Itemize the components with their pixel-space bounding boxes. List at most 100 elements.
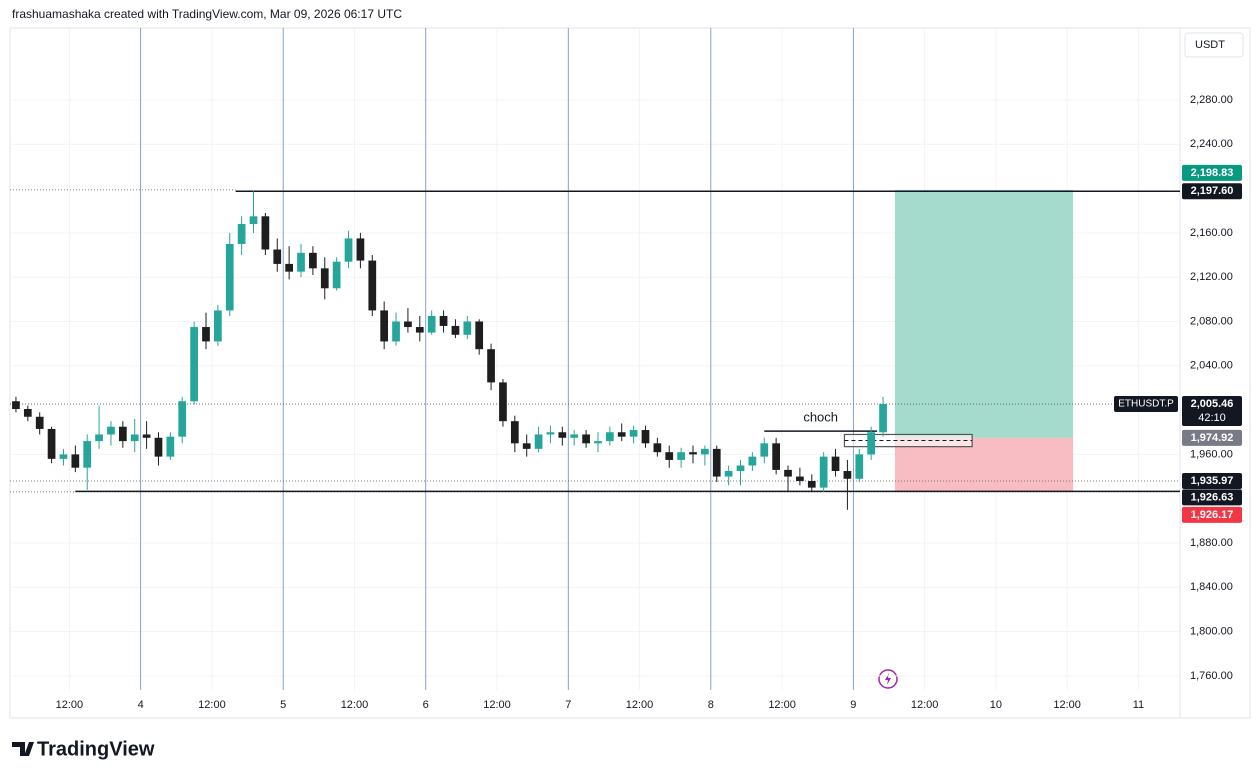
candle-body [510,421,519,444]
candle-body [142,434,151,438]
y-tick-label: 2,240.00 [1190,138,1233,150]
x-tick-label: 5 [280,699,286,711]
last-price-bg [1182,396,1242,427]
candle-body [867,432,876,455]
candle-body [427,315,436,333]
candle-body [689,452,697,455]
y-tick-label: 2,160.00 [1190,227,1233,239]
candle-body [23,408,32,417]
candle-body [748,456,757,466]
symbol-bg [1114,396,1178,413]
x-tick-label: 12:00 [56,699,84,711]
candle-body [47,428,56,459]
candle-body [879,404,887,433]
x-tick-label: 12:00 [483,699,511,711]
candle-body [653,443,662,453]
candle-body [392,321,400,342]
entry-tag: 1,974.92 [1191,432,1234,444]
candle-body [534,434,543,449]
candle-body [214,310,222,342]
target-tag-bg [1182,164,1242,181]
lightning-icon [878,669,898,689]
candle-body [617,432,626,437]
candle-body [855,454,864,479]
currency: USDT [1195,39,1225,51]
candle-body [202,327,210,342]
x-tick-label: 12:00 [626,699,654,711]
candle-body [843,471,852,479]
level-tag: 1,926.63 [1191,491,1234,503]
candle-body [59,454,68,459]
candle-body [439,315,448,326]
brand: TradingView [37,738,155,760]
frame [9,27,1251,719]
candle-body [629,430,638,437]
x-tick-label: 4 [138,699,144,711]
candle-body [760,443,769,457]
candle-body [368,260,377,311]
candle-body [332,261,341,289]
candle-body [641,430,650,444]
candle-body [796,476,804,481]
candle-body [83,441,92,468]
x-tick-label: 12:00 [341,699,369,711]
level-tag-bg [1182,489,1242,506]
candle-body [190,327,198,402]
candle-body [273,249,282,264]
y-tick-label: 2,040.00 [1190,360,1233,372]
candle-body [594,441,602,444]
y-tick-label: 1,840.00 [1190,581,1233,593]
countdown: 42:10 [1198,412,1226,424]
candle-body [297,252,305,272]
candle-body [107,426,115,435]
x-tick-label: 12:00 [768,699,796,711]
candle-body [237,224,246,244]
candle-body [356,238,365,261]
symbol: ETHUSDT.P [1118,399,1174,410]
x-tick-label: 10 [990,699,1002,711]
candle-body [118,426,127,442]
candle-body [712,448,721,477]
attribution: frashuamashaka created with TradingView.… [12,7,402,21]
y-tick-label: 1,760.00 [1190,670,1233,682]
candle-body [404,321,412,328]
candle-body [451,325,460,335]
logo: TradingView [12,738,155,760]
x-tick-label: 11 [1133,699,1144,711]
candle-body [166,436,175,457]
candle-body [605,432,614,442]
level-tag-bg [1182,473,1242,490]
candle-body [522,443,531,449]
candle-body [784,469,792,477]
candle-body [724,471,733,477]
candle-body [487,349,495,383]
candle-body [665,452,674,460]
candle-body [582,434,590,444]
y-tick-label: 2,120.00 [1190,271,1233,283]
icon-bolt [885,673,891,685]
candle-body [249,216,258,225]
candle-body [35,416,44,429]
choch-label: choch [803,410,838,425]
candle-body [261,216,270,250]
stop-tag-bg [1182,506,1242,523]
x-tick-label: 12:00 [911,699,939,711]
y-tick-label: 2,280.00 [1190,94,1233,106]
x-tick-label: 12:00 [1053,699,1081,711]
target-zone [894,189,1074,438]
candle-body [415,327,424,333]
candle-body [558,432,567,438]
candle-body [475,321,484,350]
candle-body [154,437,163,457]
x-tick-label: 12:00 [198,699,226,711]
entry-tag-bg [1182,429,1242,446]
level-tag: 1,935.97 [1191,475,1234,487]
candle-body [463,321,472,335]
level-tag-bg [1182,183,1242,200]
candle-body [225,243,234,311]
candle-body [807,480,816,488]
y-tick-label: 1,880.00 [1190,537,1233,549]
y-tick-label: 1,800.00 [1190,626,1233,638]
x-tick-label: 9 [850,699,856,711]
x-tick-label: 7 [565,699,571,711]
